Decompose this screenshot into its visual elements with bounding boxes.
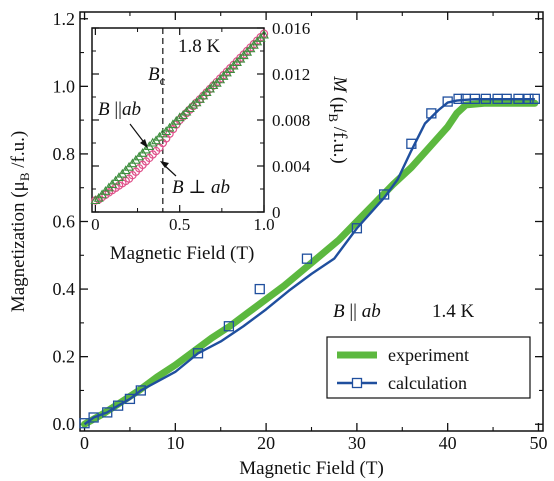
experiment-series [81, 99, 539, 428]
inset-x-tick-label: 0 [91, 215, 100, 234]
inset-par-series [90, 29, 269, 205]
x-tick-label: 10 [166, 433, 184, 453]
calculation-marker [223, 321, 235, 332]
calculation-marker [79, 418, 90, 429]
critical-field-label: Bc [148, 64, 166, 88]
legend-experiment-label: experiment [388, 345, 469, 365]
calculation-marker [102, 407, 113, 418]
calculation-marker [351, 223, 363, 234]
calculation-marker [442, 96, 453, 107]
inset-y-tick-label: 0.016 [272, 19, 310, 38]
y-tick-label: 0.2 [53, 347, 76, 367]
calculation-marker [301, 253, 313, 264]
inset-y-tick-label: 0.004 [272, 157, 311, 176]
calculation-marker [501, 93, 512, 104]
inset-y-tick-label: 0 [272, 203, 281, 222]
calculation-marker [513, 93, 524, 104]
y-tick-label: 0.8 [53, 144, 76, 164]
calculation-marker [112, 400, 124, 411]
x-tick-label: 50 [529, 433, 547, 453]
experiment-line [81, 99, 539, 428]
y-tick-label: 1.2 [53, 9, 76, 29]
inset-perp-annotation: B ⊥ ab [172, 177, 230, 198]
inset-y-tick-label: 0.008 [272, 111, 310, 130]
calculation-marker [192, 348, 204, 359]
inset-par-marker [208, 80, 219, 90]
x-tick-label: 30 [348, 433, 366, 453]
calculation-marker [254, 283, 265, 295]
field-orientation-annotation: B || ab [333, 301, 381, 322]
calculation-marker [426, 108, 437, 119]
calculation-marker [529, 93, 540, 104]
inset-temperature-label: 1.8 K [178, 36, 221, 57]
inset-x-tick-label: 1.0 [253, 215, 274, 234]
inset-perp-arrowhead [160, 161, 169, 168]
calculation-marker [523, 93, 534, 104]
x-tick-label: 0 [80, 433, 89, 453]
y-tick-label: 0.0 [53, 414, 76, 434]
inset-x-tick-label: 0.5 [169, 215, 190, 234]
inset-par-marker [147, 137, 158, 147]
calculation-marker [406, 138, 417, 149]
y-tick-label: 1.0 [53, 76, 76, 96]
calculation-series [79, 93, 540, 429]
y-tick-label: 0.4 [53, 279, 76, 299]
inset-par-marker [90, 195, 101, 205]
inset-par-marker [157, 128, 168, 138]
inset-y-tick-label: 0.012 [272, 65, 310, 84]
calculation-marker [135, 385, 146, 396]
inset-x-axis-label: Magnetic Field (T) [110, 243, 255, 264]
calculation-marker [469, 93, 481, 104]
legend-calculation-label: calculation [388, 373, 467, 393]
inset-par-marker [174, 112, 185, 122]
inset-parallel-annotation: B ||ab [98, 99, 141, 120]
calculation-marker [480, 93, 491, 104]
x-tick-label: 20 [257, 433, 275, 453]
temperature-annotation: 1.4 K [432, 301, 475, 322]
inset-y-axis-label: M (μB /f.u.) [326, 75, 350, 163]
legend-calculation-marker [351, 377, 363, 389]
calculation-line [83, 97, 535, 426]
legend: experiment calculation [326, 336, 531, 399]
x-tick-label: 40 [439, 433, 457, 453]
calculation-marker [378, 189, 390, 200]
calculation-marker [453, 93, 464, 104]
x-axis-label: Magnetic Field (T) [239, 458, 384, 479]
inset-par-marker [259, 29, 269, 39]
calculation-marker [124, 393, 136, 405]
y-tick-label: 0.6 [53, 212, 76, 232]
inset-parallel-arrowhead [140, 139, 148, 148]
calculation-marker [88, 412, 99, 423]
y-axis-label: Magnetization (μB /f.u.) [8, 131, 32, 312]
inset-par-marker [188, 99, 199, 109]
main-plot: 0 10 20 30 40 50 0.0 0.2 0.4 0.6 0.8 1.0 1.2 Magnetic… [8, 9, 547, 479]
